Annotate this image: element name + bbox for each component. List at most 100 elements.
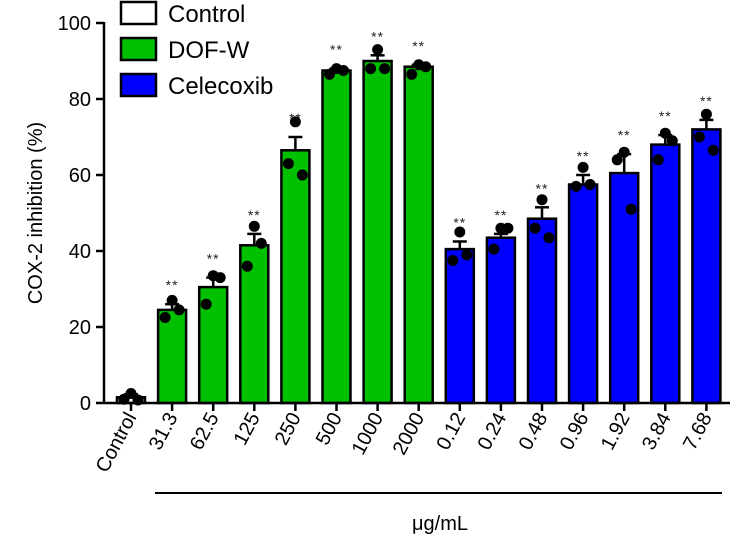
bar-group-31.3: ** (156, 277, 188, 405)
data-point (338, 65, 349, 76)
data-point (611, 154, 623, 166)
bar-group-0.12: ** (444, 215, 476, 405)
significance-label: ** (371, 28, 384, 44)
data-point (241, 260, 253, 272)
y-tick-label: 60 (69, 165, 91, 187)
data-point (372, 44, 384, 56)
bar-group-0.48: ** (526, 180, 558, 405)
legend-swatch (119, 36, 158, 62)
legend-label: Celecoxib (168, 73, 273, 100)
legend-swatch (119, 72, 158, 98)
significance-label: ** (248, 207, 261, 223)
data-point (461, 249, 473, 261)
bar-group-0.24: ** (485, 207, 517, 405)
bar-group-1.92: ** (608, 127, 640, 405)
y-tick-label: 100 (58, 13, 91, 35)
bar (485, 236, 517, 405)
x-tick-label: 0.48 (515, 409, 553, 454)
data-point (248, 220, 260, 232)
data-point (543, 232, 555, 244)
bar (321, 69, 352, 405)
x-axis: Control 31.3 62.5 125 250 500 1000 2000 0.12 0.24… (92, 401, 730, 476)
x-tick-label: 0.96 (556, 409, 594, 454)
x-tick-label: 500 (312, 409, 347, 449)
data-point (502, 222, 514, 234)
data-point (406, 68, 418, 80)
x-axis-label: μg/mL (412, 513, 468, 535)
significance-label: ** (207, 251, 220, 267)
data-point (200, 298, 212, 310)
bar (567, 183, 599, 405)
bar-group-500: ** (321, 42, 352, 405)
significance-label: ** (412, 38, 425, 54)
x-tick-label: 0.12 (433, 409, 471, 454)
y-axis: 0 20 40 60 80 100 (58, 13, 106, 415)
bar (526, 217, 558, 405)
data-point (577, 161, 589, 173)
data-point (659, 127, 671, 139)
legend: Control DOF-W Celecoxib (119, 0, 273, 100)
data-point (214, 272, 226, 284)
bar-group-7.68: ** (691, 93, 722, 405)
bar (156, 308, 188, 405)
data-point (536, 194, 548, 206)
y-tick-label: 40 (69, 241, 91, 263)
bar (444, 247, 476, 405)
data-point (652, 154, 664, 166)
data-point (447, 255, 459, 266)
data-point (282, 158, 294, 170)
data-point (159, 312, 171, 323)
legend-label: Control (168, 1, 245, 28)
x-tick-label: 1.92 (597, 409, 635, 454)
bar-group-3.84: ** (650, 108, 681, 405)
bar (691, 128, 722, 405)
x-tick-label: 125 (230, 409, 265, 449)
bar-group-125: ** (239, 207, 270, 405)
x-tick-label: 0.24 (474, 409, 512, 454)
data-point (173, 304, 185, 316)
bar-group-2000: ** (403, 38, 434, 405)
data-point (166, 294, 178, 306)
data-point (666, 135, 678, 147)
data-point (584, 179, 596, 190)
data-point (529, 222, 541, 234)
bar-group-0.96: ** (567, 148, 599, 405)
data-point (255, 237, 267, 249)
significance-label: ** (166, 277, 179, 293)
data-point (454, 226, 466, 238)
significance-label: ** (536, 180, 549, 196)
significance-label: ** (659, 108, 672, 124)
significance-label: ** (289, 110, 302, 126)
x-tick-label: 1000 (348, 409, 388, 459)
significance-label: ** (330, 42, 343, 58)
x-tick-label: Control (92, 409, 142, 476)
data-point (296, 169, 308, 181)
data-point (618, 146, 630, 158)
data-point (700, 108, 712, 120)
data-point (420, 61, 432, 73)
bar (362, 59, 393, 405)
data-point (570, 180, 582, 192)
bar-group-250: ** (280, 110, 311, 405)
significance-label: ** (618, 127, 631, 143)
data-point (488, 243, 500, 255)
bar (650, 143, 681, 405)
bar-group-62.5: ** (197, 251, 229, 405)
x-tick-label: 3.84 (638, 409, 676, 454)
data-point (289, 116, 301, 128)
x-tick-label: 31.3 (145, 409, 183, 454)
y-axis-label: COX-2 inhibition (%) (25, 122, 47, 304)
significance-label: ** (494, 207, 507, 223)
x-tick-label: 2000 (389, 409, 429, 459)
x-tick-label: 7.68 (679, 409, 717, 454)
significance-label: ** (577, 148, 590, 164)
legend-swatch (119, 0, 158, 26)
data-point (693, 131, 705, 143)
y-tick-label: 0 (80, 393, 91, 415)
data-point (379, 63, 391, 75)
bar-group-1000: ** (362, 28, 393, 405)
significance-label: ** (453, 215, 466, 231)
bar (239, 244, 270, 405)
significance-label: ** (700, 93, 713, 109)
